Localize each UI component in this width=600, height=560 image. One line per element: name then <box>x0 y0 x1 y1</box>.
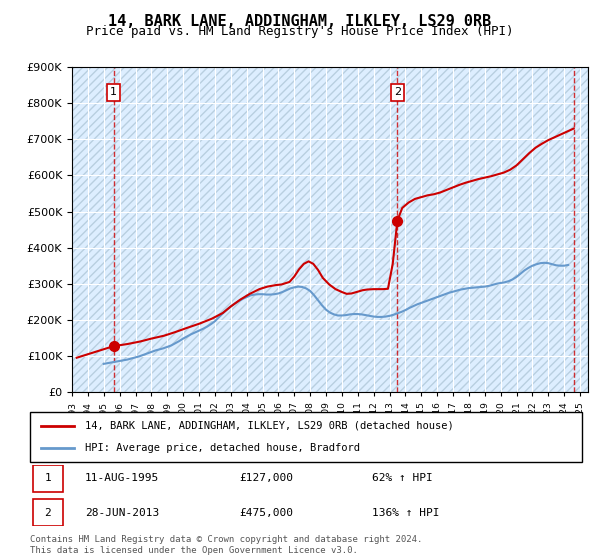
Text: HPI: Average price, detached house, Bradford: HPI: Average price, detached house, Brad… <box>85 443 360 453</box>
Text: 28-JUN-2013: 28-JUN-2013 <box>85 508 160 518</box>
Text: £475,000: £475,000 <box>240 508 294 518</box>
Text: 2: 2 <box>394 87 401 97</box>
FancyBboxPatch shape <box>30 412 582 462</box>
Text: 136% ↑ HPI: 136% ↑ HPI <box>372 508 440 518</box>
Text: 62% ↑ HPI: 62% ↑ HPI <box>372 473 433 483</box>
FancyBboxPatch shape <box>33 500 63 526</box>
FancyBboxPatch shape <box>33 465 63 492</box>
Text: £127,000: £127,000 <box>240 473 294 483</box>
Text: 14, BARK LANE, ADDINGHAM, ILKLEY, LS29 0RB: 14, BARK LANE, ADDINGHAM, ILKLEY, LS29 0… <box>109 14 491 29</box>
Text: 2: 2 <box>44 508 52 518</box>
Text: Contains HM Land Registry data © Crown copyright and database right 2024.: Contains HM Land Registry data © Crown c… <box>30 535 422 544</box>
Text: 1: 1 <box>110 87 117 97</box>
Text: 1: 1 <box>44 473 52 483</box>
Text: This data is licensed under the Open Government Licence v3.0.: This data is licensed under the Open Gov… <box>30 546 358 555</box>
Text: 14, BARK LANE, ADDINGHAM, ILKLEY, LS29 0RB (detached house): 14, BARK LANE, ADDINGHAM, ILKLEY, LS29 0… <box>85 421 454 431</box>
Text: 11-AUG-1995: 11-AUG-1995 <box>85 473 160 483</box>
Text: Price paid vs. HM Land Registry's House Price Index (HPI): Price paid vs. HM Land Registry's House … <box>86 25 514 38</box>
